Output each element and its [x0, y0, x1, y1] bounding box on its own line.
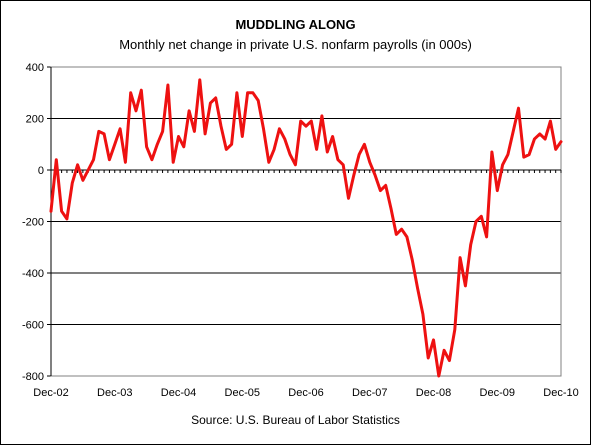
chart-subtitle: Monthly net change in private U.S. nonfa…: [119, 37, 472, 52]
x-tick-label: Dec-06: [288, 387, 323, 399]
x-tick-label: Dec-03: [97, 387, 132, 399]
y-tick-label: -400: [22, 268, 44, 280]
x-tick-label: Dec-08: [416, 387, 451, 399]
y-tick-label: -600: [22, 320, 44, 332]
x-tick-label: Dec-07: [352, 387, 387, 399]
x-tick-label: Dec-09: [480, 387, 515, 399]
chart-title: MUDDLING ALONG: [235, 17, 356, 32]
x-tick-label: Dec-10: [543, 387, 578, 399]
x-tick-label: Dec-04: [161, 387, 196, 399]
y-tick-label: -200: [22, 217, 44, 229]
y-tick-label: 400: [26, 62, 44, 74]
series-line: [49, 78, 563, 378]
x-tick-label: Dec-02: [33, 387, 68, 399]
y-tick-label: 200: [26, 114, 44, 126]
y-tick-label: -800: [22, 371, 44, 383]
y-tick-label: 0: [38, 165, 44, 177]
x-tick-label: Dec-05: [225, 387, 260, 399]
chart-source: Source: U.S. Bureau of Labor Statistics: [191, 413, 400, 427]
